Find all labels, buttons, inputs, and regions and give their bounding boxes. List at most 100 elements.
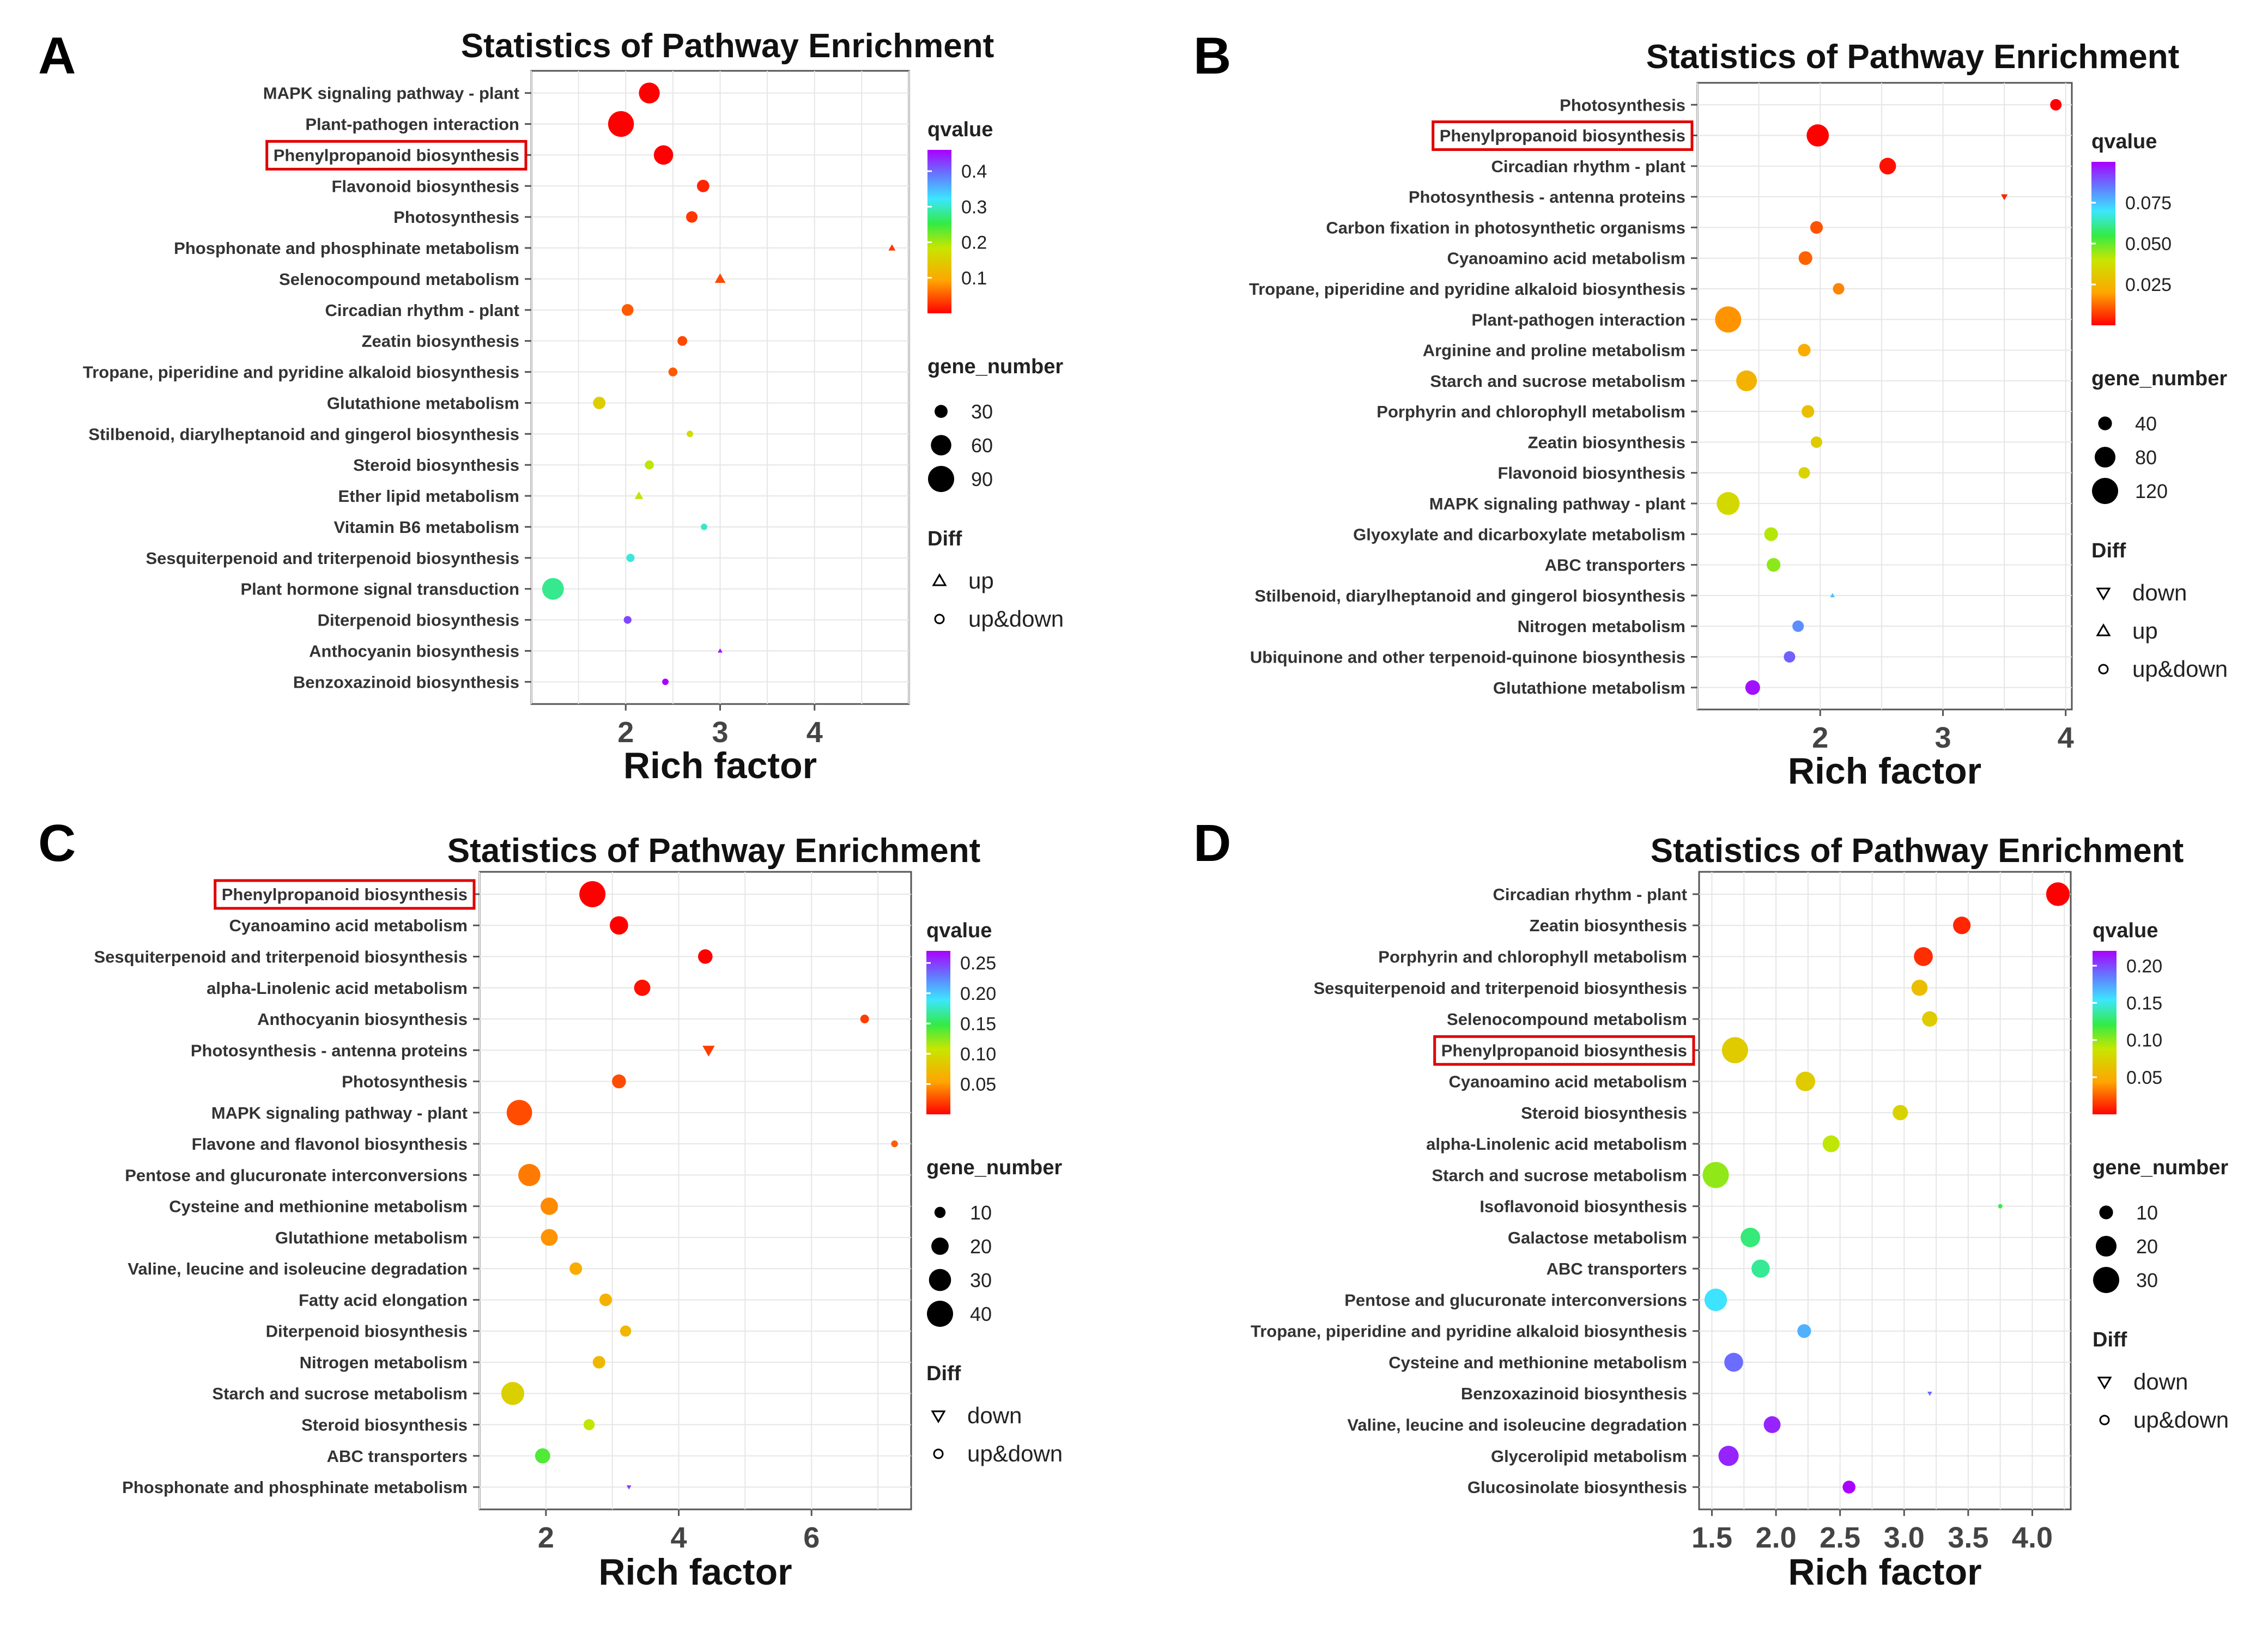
pathway-label: Phosphonate and phosphinate metabolism bbox=[174, 239, 519, 258]
legend-size-title: gene_number bbox=[927, 355, 1063, 378]
data-point bbox=[541, 1197, 558, 1215]
pathway-label: alpha-Linolenic acid metabolism bbox=[207, 979, 468, 998]
pathway-label: Carbon fixation in photosynthetic organi… bbox=[1326, 218, 1685, 237]
highlight-box bbox=[214, 879, 476, 910]
pathway-label: MAPK signaling pathway - plant bbox=[211, 1103, 468, 1123]
pathway-label: Steroid biosynthesis bbox=[353, 456, 519, 475]
pathway-label: Zeatin biosynthesis bbox=[1530, 916, 1687, 935]
data-point bbox=[1724, 1352, 1743, 1372]
data-point bbox=[1830, 593, 1835, 598]
pathway-label: Anthocyanin biosynthesis bbox=[309, 641, 519, 660]
data-point bbox=[1833, 283, 1845, 295]
pathway-label: Photosynthesis bbox=[1560, 95, 1685, 114]
data-point bbox=[677, 336, 688, 346]
legend-diff-label: up&down bbox=[2132, 656, 2228, 682]
pathway-label: Plant hormone signal transduction bbox=[240, 580, 519, 599]
panels: A Statistics of Pathway Enrichment MAPK si… bbox=[38, 27, 2229, 1593]
legend-color-label: 0.10 bbox=[2126, 1030, 2162, 1051]
legend-size-dot bbox=[2099, 1205, 2113, 1220]
data-point bbox=[1797, 1324, 1811, 1338]
pathway-label: ABC transporters bbox=[1547, 1259, 1687, 1278]
x-axis-label: Rich factor bbox=[1788, 750, 1981, 792]
legend-qvalue-title: qvalue bbox=[927, 118, 993, 141]
legend-diff-shape bbox=[931, 1410, 946, 1423]
data-point bbox=[1842, 1481, 1855, 1494]
data-point bbox=[1717, 492, 1740, 515]
data-point bbox=[1784, 651, 1796, 663]
data-point bbox=[1914, 947, 1933, 966]
pathway-label: Cyanoamino acid metabolism bbox=[229, 916, 468, 935]
x-tick-label: 4 bbox=[671, 1521, 687, 1554]
data-point bbox=[1893, 1105, 1908, 1120]
legend-size-dot bbox=[2098, 416, 2112, 430]
legend-color-label: 0.075 bbox=[2125, 193, 2172, 214]
pathway-label: Photosynthesis - antenna proteins bbox=[1409, 187, 1685, 207]
legend-size-dot bbox=[2094, 446, 2116, 468]
legend-diff-label: up bbox=[968, 568, 994, 593]
data-point bbox=[701, 524, 707, 530]
pathway-label: Selenocompound metabolism bbox=[279, 270, 519, 289]
legend-qvalue-title: qvalue bbox=[2093, 919, 2158, 942]
pathway-label: Nitrogen metabolism bbox=[300, 1353, 468, 1372]
pathway-label: alpha-Linolenic acid metabolism bbox=[1426, 1134, 1687, 1154]
data-point bbox=[2000, 194, 2008, 201]
data-point bbox=[860, 1015, 869, 1024]
pathway-label: Flavonoid biosynthesis bbox=[1498, 464, 1686, 483]
pathway-label: Glutathione metabolism bbox=[327, 393, 519, 412]
panel-c: C Statistics of Pathway Enrichment Phenylp… bbox=[38, 814, 1063, 1593]
data-point bbox=[1798, 251, 1812, 265]
data-point bbox=[599, 1293, 613, 1306]
data-point bbox=[645, 460, 654, 470]
data-point bbox=[1822, 1135, 1840, 1152]
legend-diff-shape bbox=[2096, 587, 2111, 600]
legend-diff-label: down bbox=[2132, 580, 2187, 605]
pathway-label: Benzoxazinoid biosynthesis bbox=[1461, 1384, 1687, 1403]
chart-title: Statistics of Pathway Enrichment bbox=[1651, 832, 2184, 870]
pathway-label: Valine, leucine and isoleucine degradati… bbox=[128, 1259, 468, 1278]
legend-color-bar bbox=[2093, 951, 2117, 1114]
legend-diff-title: Diff bbox=[2093, 1328, 2127, 1351]
pathway-label: MAPK signaling pathway - plant bbox=[1429, 494, 1685, 513]
pathway-label: Zeatin biosynthesis bbox=[1528, 433, 1685, 452]
legend-size-label: 40 bbox=[970, 1303, 992, 1325]
x-axis-label: Rich factor bbox=[598, 1551, 792, 1593]
data-point bbox=[1792, 620, 1804, 632]
pathway-label: Stilbenoid, diarylheptanoid and gingerol… bbox=[1254, 586, 1685, 605]
legend-size-dot bbox=[931, 435, 951, 456]
legend-size-label: 80 bbox=[2135, 446, 2157, 469]
data-point bbox=[612, 1074, 626, 1089]
x-tick-label: 2 bbox=[538, 1521, 554, 1554]
legend-size-dot bbox=[929, 1269, 951, 1291]
highlight-box bbox=[265, 139, 527, 171]
legend-size-label: 30 bbox=[971, 401, 993, 423]
data-point bbox=[1911, 979, 1928, 996]
x-tick-label: 2.5 bbox=[1820, 1521, 1860, 1554]
data-point bbox=[1704, 1288, 1727, 1312]
legend-diff-label: up&down bbox=[968, 606, 1064, 632]
pathway-label: Anthocyanin biosynthesis bbox=[257, 1010, 468, 1029]
legend-size-title: gene_number bbox=[926, 1156, 1062, 1179]
legend-diff-label: up&down bbox=[967, 1441, 1063, 1466]
panel-letter: A bbox=[38, 27, 76, 85]
legend-size-dot bbox=[2093, 1267, 2119, 1293]
legend-size-label: 20 bbox=[970, 1235, 992, 1258]
pathway-label: Phenylpropanoid biosynthesis bbox=[1441, 1041, 1687, 1060]
pathway-label: Galactose metabolism bbox=[1508, 1228, 1687, 1247]
legend-color-label: 0.3 bbox=[961, 197, 987, 217]
pathway-label: Plant-pathogen interaction bbox=[305, 115, 519, 134]
data-point bbox=[501, 1382, 525, 1405]
x-tick-label: 3 bbox=[1935, 721, 1951, 754]
data-point bbox=[1879, 157, 1896, 175]
legend-color-label: 0.10 bbox=[960, 1044, 996, 1065]
chart-title: Statistics of Pathway Enrichment bbox=[447, 832, 980, 870]
x-axis-label: Rich factor bbox=[623, 745, 817, 786]
panel-letter: D bbox=[1193, 814, 1231, 872]
legend-size-label: 10 bbox=[2136, 1202, 2158, 1224]
legend-size-label: 30 bbox=[2136, 1269, 2158, 1291]
pathway-label: Circadian rhythm - plant bbox=[1491, 157, 1685, 176]
legend-diff-title: Diff bbox=[2091, 539, 2126, 562]
data-point bbox=[1702, 1162, 1729, 1188]
data-point bbox=[702, 1046, 715, 1057]
pathway-label: Diterpenoid biosynthesis bbox=[266, 1322, 468, 1341]
data-point bbox=[626, 1485, 632, 1490]
